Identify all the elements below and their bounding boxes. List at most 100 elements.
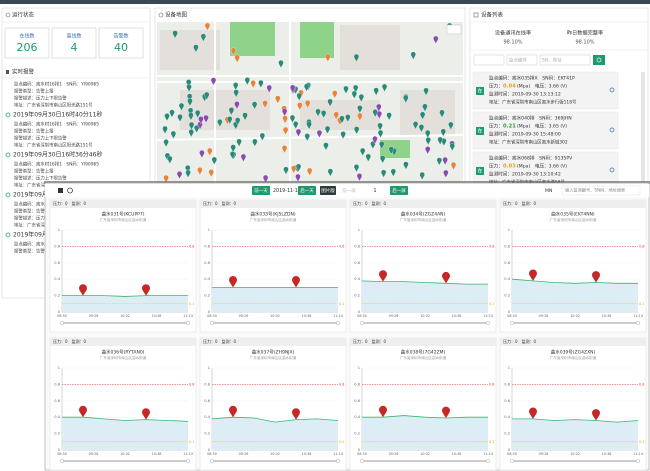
map-pin xyxy=(178,102,185,111)
zoom-handle[interactable] xyxy=(60,321,65,326)
alarm-pin[interactable] xyxy=(592,271,600,283)
alarm-pin[interactable] xyxy=(142,284,150,296)
map-pin xyxy=(306,121,312,130)
locate-icon[interactable] xyxy=(609,127,615,133)
zoom-handle[interactable] xyxy=(336,321,341,326)
search-button[interactable] xyxy=(593,55,605,65)
zoom-handle[interactable] xyxy=(510,321,515,326)
map-pin xyxy=(380,155,386,164)
panel-title: 设备列表 xyxy=(481,11,504,19)
search-input[interactable] xyxy=(561,185,641,196)
map-pin xyxy=(170,130,177,139)
button[interactable] xyxy=(340,186,358,195)
select[interactable] xyxy=(473,54,505,66)
alarm-pin[interactable] xyxy=(529,407,537,419)
pressure-label: 压力： xyxy=(489,123,503,130)
refresh-icon[interactable] xyxy=(67,187,73,194)
alarm-line: 监点编码：离水村16排1 SN码：YI90965 xyxy=(14,81,99,88)
y-tick-label: 1 xyxy=(508,366,510,370)
map-pin xyxy=(186,79,192,88)
button[interactable] xyxy=(298,186,316,195)
alarm-pin[interactable] xyxy=(592,409,600,421)
grid-icon[interactable] xyxy=(58,188,63,193)
alarm-pin[interactable] xyxy=(292,276,301,288)
x-tick-label: 10:02 xyxy=(120,314,130,318)
alarm-pin[interactable] xyxy=(142,408,150,420)
button[interactable] xyxy=(320,186,336,195)
map-pin xyxy=(207,147,213,157)
alarm-pin[interactable] xyxy=(292,408,301,420)
zoom-handle[interactable] xyxy=(636,459,641,464)
map-pin xyxy=(266,84,272,94)
lower-label: 0.1 xyxy=(189,440,194,444)
alarm-pin[interactable] xyxy=(379,405,388,418)
x-tick-label: 08:50 xyxy=(57,452,67,456)
map-pin xyxy=(377,122,383,131)
zoom-handle[interactable] xyxy=(185,321,190,326)
pressure-label: 压力： xyxy=(489,83,503,90)
button[interactable] xyxy=(252,186,270,195)
map-pin xyxy=(450,162,457,171)
map-pin xyxy=(365,153,371,162)
map-pin xyxy=(358,94,364,103)
map-pin xyxy=(325,53,331,63)
map-pin xyxy=(188,121,195,131)
road xyxy=(156,134,464,141)
map-pin xyxy=(425,129,431,139)
zoom-handle[interactable] xyxy=(636,321,641,326)
alarm-pin[interactable] xyxy=(442,271,450,284)
alarm-line: 报警描述：压力上下限告警 xyxy=(14,95,67,102)
zoom-handle[interactable] xyxy=(209,321,214,326)
zoom-handle[interactable] xyxy=(209,459,214,464)
map-pin xyxy=(162,125,168,135)
button[interactable] xyxy=(390,186,408,195)
input[interactable] xyxy=(539,54,591,66)
device-item[interactable] xyxy=(472,111,619,150)
map-control[interactable] xyxy=(446,24,462,35)
alarm-pin[interactable] xyxy=(529,269,537,281)
y-tick-label: 0 xyxy=(58,448,61,452)
zoom-handle[interactable] xyxy=(360,321,365,326)
map-pin xyxy=(333,111,339,120)
zoom-handle[interactable] xyxy=(486,459,491,464)
zoom-handle[interactable] xyxy=(486,321,491,326)
alarm-pin[interactable] xyxy=(229,405,237,418)
locate-icon[interactable] xyxy=(609,167,615,173)
zoom-handle[interactable] xyxy=(336,459,341,464)
alarm-pin[interactable] xyxy=(229,276,237,288)
y-tick-label: 0.6 xyxy=(54,261,60,265)
chart-header-text: 压力：0 监测：0 xyxy=(203,338,237,344)
x-tick-label: 09:26 xyxy=(389,314,399,318)
zoom-handle[interactable] xyxy=(360,459,365,464)
map-pin xyxy=(187,107,194,116)
input[interactable] xyxy=(506,54,538,66)
map-pin xyxy=(390,168,396,177)
x-tick-label: 10:38 xyxy=(302,314,312,318)
alarm-pin[interactable] xyxy=(79,284,88,296)
alarm-pin[interactable] xyxy=(442,406,450,419)
x-tick-label: 09:26 xyxy=(239,314,249,318)
zoom-handle[interactable] xyxy=(60,459,65,464)
y-tick-label: 0.2 xyxy=(504,432,510,436)
map-pin xyxy=(233,89,239,98)
lower-label: 0.1 xyxy=(489,302,494,306)
locate-icon[interactable] xyxy=(609,87,615,93)
y-tick-label: 0.6 xyxy=(204,261,210,265)
map-pin xyxy=(324,125,331,135)
alarm-pin[interactable] xyxy=(379,270,388,282)
alarm-pin[interactable] xyxy=(79,405,88,418)
y-tick-label: 0.8 xyxy=(354,244,360,248)
map-pin xyxy=(351,90,357,99)
zoom-handle[interactable] xyxy=(510,459,515,464)
y-tick-label: 1 xyxy=(508,228,510,232)
x-tick-label: 08:50 xyxy=(207,314,217,318)
x-tick-label: 08:50 xyxy=(57,314,67,318)
map-pin xyxy=(339,115,345,124)
x-tick-label: 09:26 xyxy=(539,314,549,318)
device-item[interactable] xyxy=(472,71,619,110)
zoom-handle[interactable] xyxy=(185,459,190,464)
map-pin xyxy=(377,129,384,139)
top-bar xyxy=(0,0,650,4)
map-pin xyxy=(199,150,205,159)
chart-header xyxy=(200,200,346,208)
